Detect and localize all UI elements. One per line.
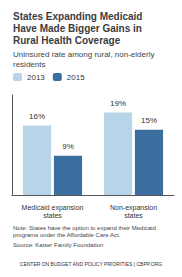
svg-text:9%: 9%: [62, 142, 74, 151]
svg-text:states: states: [43, 212, 62, 219]
svg-text:Medicaid expansion: Medicaid expansion: [22, 204, 84, 212]
svg-text:Uninsured rate among rural, no: Uninsured rate among rural, non-elderly: [13, 50, 154, 59]
svg-text:Have Made Bigger Gains in: Have Made Bigger Gains in: [13, 23, 142, 34]
svg-text:16%: 16%: [29, 112, 45, 121]
svg-text:Rural Health Coverage: Rural Health Coverage: [13, 35, 121, 46]
svg-text:Note: States have the option t: Note: States have the option to expand t…: [13, 225, 156, 231]
svg-text:residents: residents: [13, 60, 45, 69]
svg-text:CENTER ON BUDGET AND POLICY PR: CENTER ON BUDGET AND POLICY PRIORITIES |…: [20, 261, 163, 267]
svg-text:States Expanding Medicaid: States Expanding Medicaid: [13, 11, 142, 22]
svg-text:15%: 15%: [141, 116, 157, 125]
svg-text:programs under the Affordable: programs under the Affordable Care Act.: [13, 232, 121, 238]
svg-text:Source: Kaiser Family Foundati: Source: Kaiser Family Foundation: [13, 242, 103, 248]
svg-text:19%: 19%: [110, 99, 126, 108]
svg-text:states: states: [124, 212, 143, 219]
svg-text:2013: 2013: [27, 73, 45, 82]
svg-text:2015: 2015: [67, 73, 85, 82]
svg-text:Non-expansion: Non-expansion: [110, 204, 157, 212]
